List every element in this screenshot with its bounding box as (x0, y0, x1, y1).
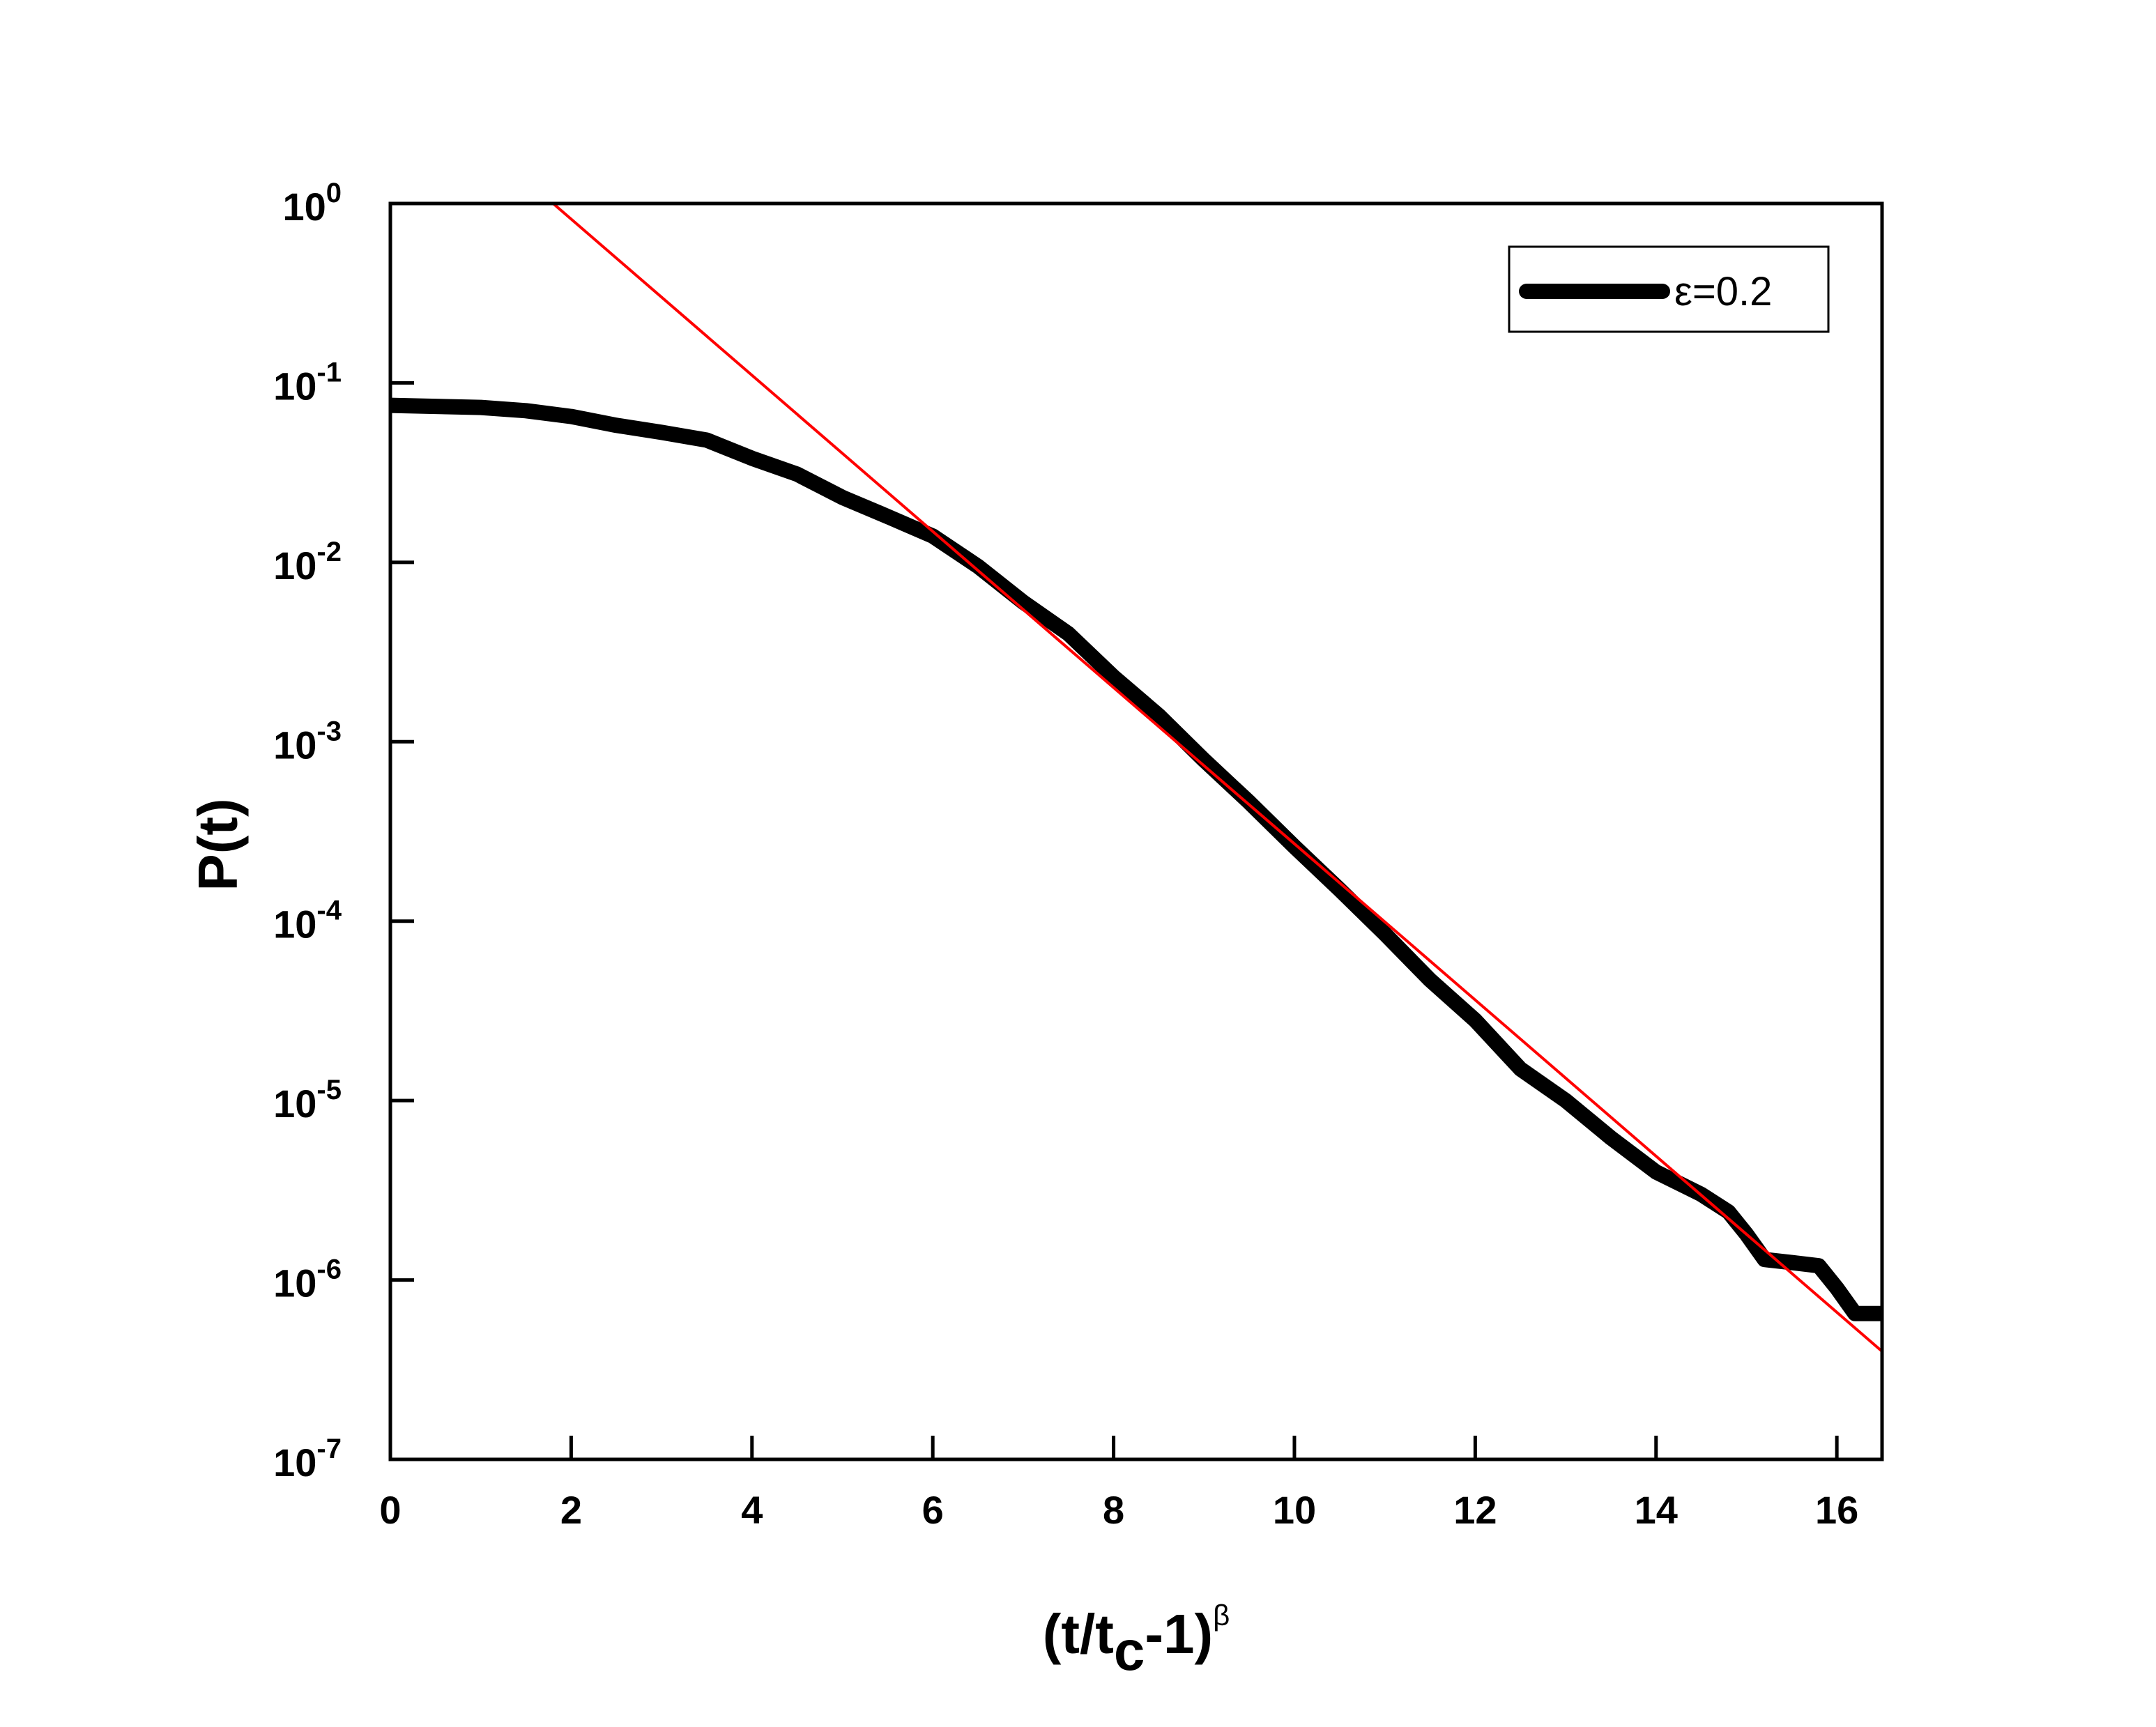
data-point (570, 415, 572, 417)
data-point (841, 496, 843, 498)
x-tick-label: 12 (1453, 1488, 1497, 1532)
y-tick-label: 10-4 (273, 896, 342, 946)
data-point (887, 516, 889, 518)
y-tick-base: 10 (273, 364, 316, 408)
data-point (932, 535, 934, 537)
x-axis-title-open: (t/t (1043, 1603, 1114, 1665)
data-point (1764, 1259, 1766, 1261)
data-point (1727, 1211, 1729, 1213)
data-point (1474, 1020, 1476, 1022)
x-tick-label: 2 (560, 1488, 582, 1532)
x-axis-title: (t/tc-1)β (1043, 1599, 1230, 1682)
y-tick-base: 10 (273, 544, 316, 588)
x-axis-title-sub: c (1114, 1620, 1145, 1682)
data-point (616, 424, 618, 427)
x-tick-label: 6 (922, 1488, 944, 1532)
series-line-fit (551, 202, 1883, 1353)
data-point (661, 431, 663, 433)
data-point (1113, 676, 1115, 678)
data-point (1818, 1265, 1820, 1267)
y-tick-exponent: -1 (316, 357, 342, 387)
plot-frame (388, 201, 1884, 1461)
x-tick-label: 16 (1815, 1488, 1858, 1532)
y-tick-base: 10 (282, 185, 326, 229)
x-axis-title-sup: β (1213, 1599, 1230, 1632)
data-point (1022, 601, 1024, 603)
y-tick-exponent: -4 (316, 896, 342, 926)
data-point (1655, 1171, 1657, 1173)
data-point (1293, 845, 1295, 847)
data-point (1248, 801, 1251, 804)
legend-label: ε=0.2 (1674, 269, 1772, 314)
data-point (1384, 932, 1386, 935)
data-point (1565, 1100, 1567, 1102)
y-tick-base: 10 (273, 1261, 316, 1305)
x-tick-label: 10 (1273, 1488, 1316, 1532)
data-point (1338, 889, 1340, 891)
y-tick-base: 10 (273, 1441, 316, 1484)
data-point (705, 439, 708, 441)
series-layer (390, 202, 1883, 1353)
data-point (1610, 1137, 1612, 1139)
y-tick-label: 100 (282, 178, 342, 229)
legend: ε=0.2 (1508, 245, 1830, 333)
data-point (1836, 1287, 1838, 1289)
x-axis: 0 2 4 6 8 10 12 14 16 (379, 1436, 1858, 1532)
data-point (1520, 1068, 1522, 1070)
y-axis-title: P(t) (187, 798, 249, 891)
x-tick-label: 14 (1635, 1488, 1678, 1532)
y-tick-label: 10-5 (273, 1075, 342, 1126)
data-point (434, 406, 436, 408)
data-point (1067, 633, 1069, 635)
data-point (1203, 759, 1205, 761)
y-tick-label: 10-2 (273, 537, 342, 588)
data-point (1791, 1261, 1793, 1264)
y-tick-exponent: -7 (316, 1434, 342, 1464)
y-tick-base: 10 (273, 723, 316, 767)
data-point (751, 457, 753, 459)
y-tick-label: 10-6 (273, 1254, 342, 1305)
data-point (480, 406, 482, 408)
y-tick-base: 10 (273, 1082, 316, 1126)
y-tick-label: 10-3 (273, 716, 342, 767)
y-tick-exponent: -5 (316, 1075, 342, 1105)
y-tick-label: 10-1 (273, 357, 342, 408)
x-tick-label: 8 (1103, 1488, 1124, 1532)
y-tick-exponent: -6 (316, 1254, 342, 1285)
y-tick-exponent: 0 (326, 178, 342, 208)
x-axis-title-close: -1) (1145, 1603, 1213, 1665)
data-point (796, 473, 798, 475)
x-tick-label: 4 (741, 1488, 763, 1532)
x-tick-label: 0 (379, 1488, 401, 1532)
data-point (525, 410, 527, 412)
data-point (1429, 979, 1431, 981)
y-tick-exponent: -2 (316, 537, 342, 567)
data-point (1158, 714, 1160, 716)
data-point (1854, 1312, 1856, 1314)
y-tick-label: 10-7 (273, 1434, 342, 1484)
y-tick-base: 10 (273, 903, 316, 946)
data-point (977, 565, 979, 567)
y-tick-exponent: -3 (316, 716, 342, 746)
